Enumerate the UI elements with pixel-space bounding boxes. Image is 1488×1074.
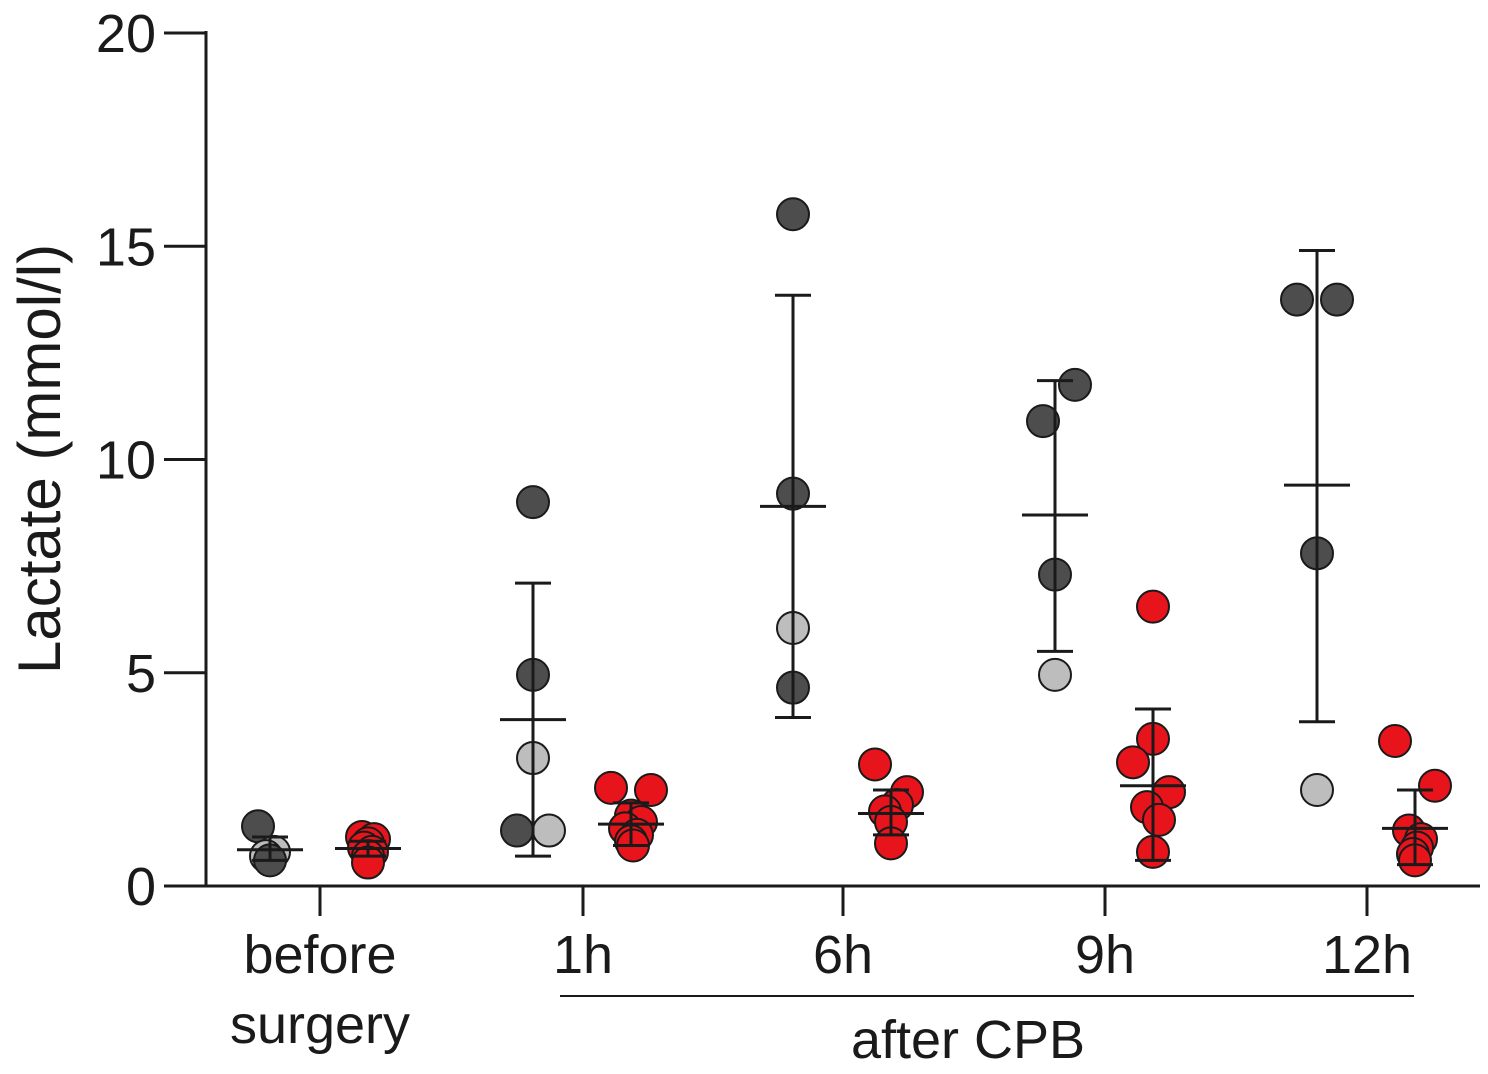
- data-point: [1038, 657, 1072, 692]
- group-3-right: [1116, 589, 1186, 869]
- data-point: [1418, 768, 1452, 803]
- data-point: [1058, 367, 1092, 402]
- data-point: [1320, 282, 1354, 317]
- data-point: [1300, 773, 1334, 808]
- x-tick-label: before: [243, 925, 396, 985]
- data-point: [532, 813, 566, 848]
- group-2-right: [858, 747, 924, 861]
- group-3-left: [1022, 367, 1092, 692]
- y-tick-label: 20: [96, 4, 156, 64]
- x-tick-label: 1h: [553, 925, 613, 985]
- y-tick-label: 15: [96, 217, 156, 277]
- axes: 0 5 10 15 20 before surgery 1h 6h 9h 12h: [96, 4, 1480, 1055]
- data-point: [1116, 745, 1150, 780]
- data-point: [500, 813, 534, 848]
- y-tick-label: 10: [96, 431, 156, 491]
- group-2-left: [760, 197, 826, 720]
- data-point: [594, 770, 628, 805]
- chart-marks: [237, 197, 1452, 880]
- data-point: [634, 773, 668, 808]
- x-tick-label: 9h: [1075, 925, 1135, 985]
- data-point: [1026, 404, 1060, 439]
- data-point: [776, 197, 810, 232]
- data-point: [1280, 282, 1314, 317]
- group-4-right: [1378, 723, 1452, 878]
- data-point: [858, 747, 892, 782]
- data-point: [1136, 589, 1170, 624]
- group-1-right: [594, 770, 668, 863]
- x-tick-label: 6h: [813, 925, 873, 985]
- group-0-left: [237, 809, 303, 878]
- group-4-left: [1280, 249, 1354, 808]
- y-axis-label: Lactate (mmol/l): [6, 244, 73, 674]
- data-point: [1142, 802, 1176, 837]
- x-tick-label: 12h: [1322, 925, 1412, 985]
- y-tick-label: 5: [126, 644, 156, 704]
- data-point: [1378, 723, 1412, 758]
- group-1-left: [500, 485, 566, 858]
- data-point: [516, 485, 550, 520]
- y-tick-label: 0: [126, 857, 156, 917]
- x-tick-label: surgery: [230, 995, 410, 1055]
- group-0-right: [335, 819, 401, 880]
- after-cpb-label: after CPB: [851, 1010, 1085, 1070]
